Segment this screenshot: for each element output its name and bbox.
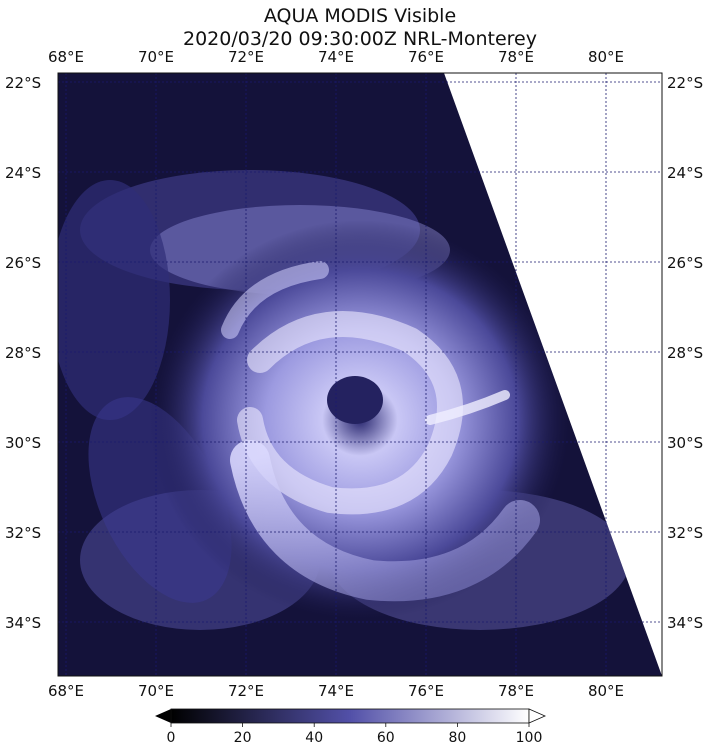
lat-label-right: 22°S: [667, 74, 703, 92]
lon-label-top: 78°E: [498, 48, 534, 66]
lat-label-right: 32°S: [667, 524, 703, 542]
chart-subtitle: 2020/03/20 09:30:00Z NRL-Monterey: [183, 28, 537, 50]
lon-label-bottom: 74°E: [318, 682, 354, 700]
colorbar-low-arrow: [155, 709, 171, 723]
chart-title: AQUA MODIS Visible: [263, 5, 457, 27]
lat-label-left: 28°S: [5, 344, 41, 362]
colorbar-tick-label: 40: [305, 730, 323, 746]
lat-label-right: 24°S: [667, 164, 703, 182]
lat-label-left: 22°S: [5, 74, 41, 92]
lon-label-bottom: 78°E: [498, 682, 534, 700]
lat-label-right: 34°S: [667, 614, 703, 632]
lat-label-left: 24°S: [5, 164, 41, 182]
lon-label-top: 72°E: [228, 48, 264, 66]
lon-label-top: 74°E: [318, 48, 354, 66]
colorbar-tick-label: 20: [234, 730, 252, 746]
lat-label-right: 28°S: [667, 344, 703, 362]
colorbar-tick-label: 60: [377, 730, 395, 746]
lon-label-top: 70°E: [138, 48, 174, 66]
lon-label-bottom: 68°E: [48, 682, 84, 700]
lat-label-left: 34°S: [5, 614, 41, 632]
lat-label-left: 30°S: [5, 434, 41, 452]
colorbar-tick-label: 100: [516, 730, 543, 746]
colorbar-tick-label: 0: [167, 730, 176, 746]
colorbar: 0 20 40 60 80 100: [155, 708, 546, 746]
colorbar-tick-label: 80: [448, 730, 466, 746]
lon-label-bottom: 76°E: [408, 682, 444, 700]
lat-label-left: 26°S: [5, 254, 41, 272]
lon-label-top: 68°E: [48, 48, 84, 66]
lat-label-right: 26°S: [667, 254, 703, 272]
lon-label-top: 76°E: [408, 48, 444, 66]
lat-label-left: 32°S: [5, 524, 41, 542]
lat-label-right: 30°S: [667, 434, 703, 452]
colorbar-high-arrow: [528, 708, 546, 724]
lon-label-top: 80°E: [588, 48, 624, 66]
lon-label-bottom: 70°E: [138, 682, 174, 700]
lon-label-bottom: 72°E: [228, 682, 264, 700]
lon-label-bottom: 80°E: [588, 682, 624, 700]
lat-lon-gridlines: [58, 73, 662, 676]
colorbar-scale: [170, 708, 530, 724]
